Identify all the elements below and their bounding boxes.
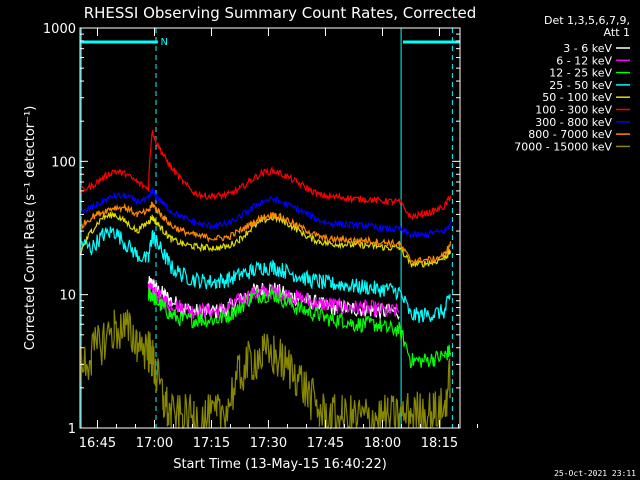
series-line [79, 187, 452, 239]
x-tick-label: 17:45 [307, 436, 344, 451]
series-line [79, 129, 452, 220]
night-marker-label: N [161, 37, 168, 48]
legend-header-line-2: Att 1 [604, 26, 630, 39]
x-tick-label: 17:15 [193, 436, 230, 451]
x-axis-label: Start Time (13-May-15 16:40:22) [173, 457, 387, 472]
y-tick-label: 10 [59, 289, 76, 304]
y-tick-label: 100 [51, 155, 76, 170]
series-line [79, 226, 451, 323]
plot-area: N [79, 28, 460, 431]
series-line [80, 210, 452, 268]
legend-entry-label: 100 - 300 keV [535, 104, 612, 117]
x-tick-label: 17:00 [136, 436, 173, 451]
series-line [79, 201, 452, 266]
legend-entry-label: 3 - 6 keV [563, 42, 612, 55]
legend-entry-label: 25 - 50 keV [549, 79, 612, 92]
chart-title: RHESSI Observing Summary Count Rates, Co… [84, 4, 477, 22]
legend-entry-label: 800 - 7000 keV [528, 128, 612, 141]
x-tick-label: 18:15 [421, 436, 458, 451]
legend-entry-label: 50 - 100 keV [542, 91, 612, 104]
legend-entry-label: 300 - 800 keV [535, 116, 612, 129]
y-axis-label: Corrected Count Rate (s⁻¹ detector⁻¹) [23, 106, 38, 351]
x-tick-label: 18:00 [364, 436, 401, 451]
legend-entry-label: 6 - 12 keV [556, 54, 612, 67]
series-line [79, 309, 452, 431]
plot-frame [79, 27, 461, 429]
legend-entry-label: 7000 - 15000 keV [514, 140, 612, 153]
generated-timestamp: 25-Oct-2021 23:11 [554, 469, 636, 478]
x-tick-label: 17:30 [250, 436, 287, 451]
series-line [147, 287, 452, 369]
y-tick-label: 1 [68, 422, 76, 437]
series-line [147, 282, 400, 320]
y-tick-label: 1000 [43, 22, 76, 37]
x-tick-label: 16:45 [79, 436, 116, 451]
legend-header-line-1: Det 1,3,5,6,7,9, [544, 14, 630, 27]
legend-entry-label: 12 - 25 keV [549, 67, 612, 80]
